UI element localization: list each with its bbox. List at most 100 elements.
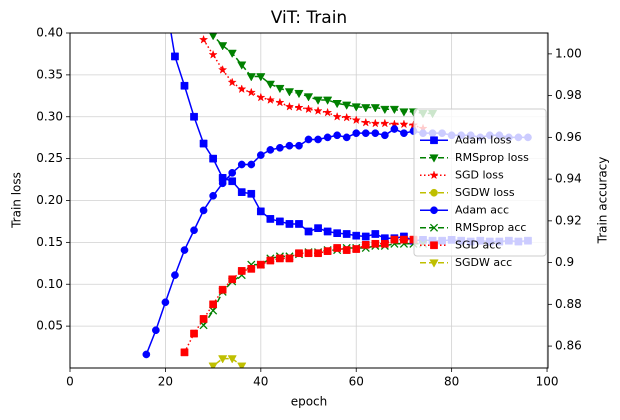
point	[218, 42, 228, 51]
point	[276, 217, 284, 226]
point	[333, 131, 341, 140]
point	[361, 241, 370, 249]
point	[313, 105, 323, 115]
point	[246, 73, 256, 82]
x-tick-label: 0	[66, 375, 74, 389]
point	[342, 112, 352, 122]
point	[342, 230, 351, 238]
legend-marker	[430, 136, 438, 145]
point	[370, 118, 380, 128]
y2-tick-label: 0.88	[555, 297, 582, 311]
point	[208, 33, 218, 41]
point	[389, 105, 400, 115]
y2-tick-label: 0.94	[555, 172, 582, 186]
point	[380, 131, 389, 140]
point	[371, 230, 380, 238]
point	[276, 254, 284, 263]
y2-tick-label: 0.86	[555, 339, 582, 353]
point	[400, 235, 408, 244]
point	[285, 220, 294, 228]
point	[314, 249, 322, 258]
point	[303, 104, 314, 114]
legend-marker	[430, 188, 438, 197]
point	[247, 265, 256, 273]
point	[371, 239, 380, 248]
y2-tick-label: 0.96	[555, 130, 582, 144]
point	[361, 117, 371, 127]
point	[322, 107, 333, 117]
point	[314, 135, 322, 144]
point	[171, 271, 179, 279]
point	[390, 235, 399, 244]
point	[227, 77, 237, 87]
point	[313, 96, 323, 105]
y-tick-label: 0.10	[36, 277, 63, 291]
point	[247, 160, 256, 169]
point	[285, 254, 294, 263]
point	[399, 119, 409, 129]
x-tick-label: 40	[253, 375, 268, 389]
point	[152, 326, 160, 335]
point	[332, 111, 342, 121]
point	[208, 49, 218, 59]
point	[380, 105, 390, 115]
legend-label: SGD loss	[455, 168, 504, 181]
point	[266, 215, 275, 223]
point	[209, 191, 217, 200]
point	[332, 100, 342, 109]
point	[314, 224, 322, 232]
point	[217, 64, 228, 74]
x-axis-label: epoch	[291, 395, 328, 409]
point	[227, 355, 237, 364]
point	[237, 84, 247, 94]
point	[209, 300, 217, 309]
point	[247, 189, 256, 198]
point	[352, 245, 361, 253]
point	[284, 101, 295, 111]
point	[256, 73, 266, 82]
legend-label: Adam loss	[455, 133, 512, 146]
point	[190, 226, 198, 235]
legend-marker	[430, 206, 438, 215]
point	[370, 104, 380, 113]
point	[295, 249, 303, 258]
point	[400, 129, 408, 138]
point	[227, 49, 237, 59]
y2-tick-label: 1.00	[555, 46, 582, 60]
y-tick-label: 0.20	[36, 193, 63, 207]
point	[390, 125, 399, 133]
legend-label: Adam acc	[455, 203, 509, 216]
legend-label: RMSprop acc	[455, 221, 526, 234]
point	[218, 285, 227, 294]
point	[342, 133, 351, 142]
point	[361, 104, 371, 113]
point	[228, 168, 237, 177]
point	[180, 348, 189, 357]
series-line	[202, 39, 424, 130]
point	[285, 141, 294, 150]
point	[295, 220, 303, 228]
point	[256, 151, 265, 159]
point	[209, 306, 218, 315]
point	[171, 52, 179, 61]
legend-label: SGDW loss	[455, 186, 515, 199]
point	[162, 0, 169, 3]
point	[342, 101, 352, 110]
point	[351, 115, 361, 125]
point	[190, 329, 198, 338]
legend-label: RMSprop loss	[455, 151, 529, 164]
point	[256, 92, 266, 102]
point	[304, 227, 313, 236]
point	[266, 146, 275, 154]
point	[342, 246, 351, 254]
series-line	[210, 357, 243, 368]
y2-tick-label: 0.98	[555, 88, 582, 102]
y-tick-label: 0.35	[36, 67, 63, 81]
point	[304, 135, 313, 144]
point	[237, 362, 247, 368]
point	[265, 80, 275, 89]
point	[361, 232, 370, 241]
point	[322, 96, 333, 105]
point	[161, 298, 170, 307]
point	[142, 350, 151, 359]
